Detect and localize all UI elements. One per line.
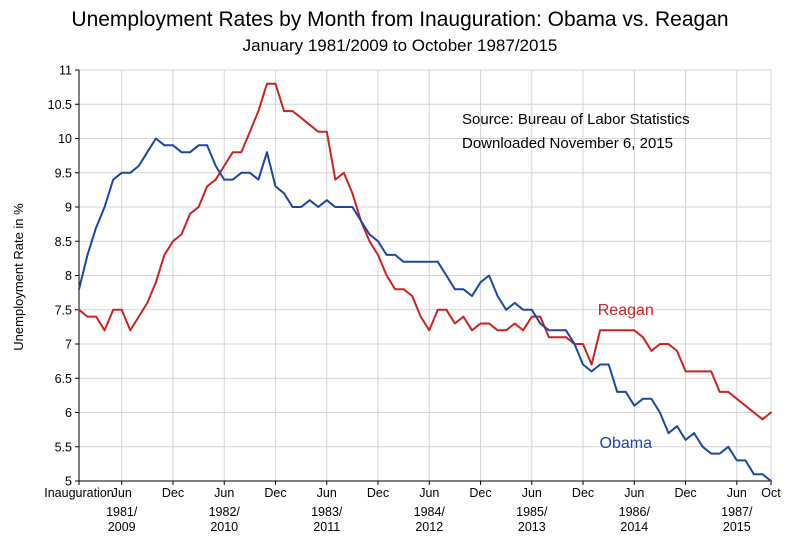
x-year-label: 2011	[313, 520, 340, 534]
y-tick-label: 6.5	[55, 372, 72, 386]
y-tick-label: 5	[65, 475, 72, 489]
chart-title: Unemployment Rates by Month from Inaugur…	[71, 8, 729, 31]
x-tick-label: Dec	[367, 486, 389, 500]
y-tick-label: 8.5	[55, 235, 72, 249]
x-tick-label: Jun	[317, 486, 337, 500]
x-year-label: 1981/	[106, 505, 138, 519]
x-tick-label: Dec	[572, 486, 594, 500]
x-year-label: 2009	[108, 520, 136, 534]
reagan-series-line	[78, 82, 772, 421]
x-tick-label: Jun	[727, 486, 747, 500]
y-tick-label: 8	[65, 269, 72, 283]
x-tick-label: Jun	[112, 486, 132, 500]
x-tick-label: Dec	[469, 486, 491, 500]
x-year-label: 1985/	[516, 505, 548, 519]
y-tick-label: 10.5	[48, 98, 72, 112]
x-year-label: 2014	[620, 520, 648, 534]
y-tick-label: 7	[65, 338, 72, 352]
x-tick-label: Inauguration	[44, 486, 114, 500]
obama-series-label: Obama	[600, 435, 653, 452]
y-tick-label: 9.5	[55, 166, 72, 180]
y-tick-label: 5.5	[55, 440, 72, 454]
obama-series-line	[78, 137, 772, 482]
source-annotation: Source: Bureau of Labor Statistics	[462, 111, 690, 128]
y-tick-label: 7.5	[55, 303, 72, 317]
y-tick-label: 10	[58, 132, 72, 146]
x-tick-label: Jun	[214, 486, 234, 500]
x-year-label: 2013	[518, 520, 546, 534]
x-year-label: 1982/	[209, 505, 241, 519]
x-year-label: 1986/	[619, 505, 651, 519]
y-tick-label: 11	[59, 64, 72, 78]
x-tick-label: Jun	[419, 486, 439, 500]
y-tick-label: 9	[65, 201, 72, 215]
chart-subtitle: January 1981/2009 to October 1987/2015	[242, 36, 558, 55]
gridlines	[79, 69, 772, 482]
x-year-label: 1984/	[414, 505, 446, 519]
x-year-label: 2010	[210, 520, 238, 534]
y-axis-label: Unemployment Rate in %	[11, 203, 26, 351]
x-tick-label: Dec	[162, 486, 184, 500]
x-tick-label: Oct	[761, 486, 781, 500]
x-year-label: 2015	[723, 520, 751, 534]
x-tick-label: Jun	[522, 486, 542, 500]
x-year-label: 1987/	[721, 505, 753, 519]
reagan-series-label: Reagan	[598, 302, 654, 319]
x-tick-label: Jun	[624, 486, 644, 500]
series-lines: Reagan Obama	[78, 82, 772, 482]
x-tick-label: Dec	[264, 486, 286, 500]
x-year-label: 2012	[415, 520, 443, 534]
x-year-label: 1983/	[311, 505, 343, 519]
download-annotation: Downloaded November 6, 2015	[462, 135, 673, 152]
x-tick-label: Dec	[674, 486, 696, 500]
axes: 5 5.5 6 6.5 7 7.5 8 8.5 9 9.5 10 10.5 11 Inauguration…	[44, 64, 781, 535]
y-tick-label: 6	[65, 406, 72, 420]
